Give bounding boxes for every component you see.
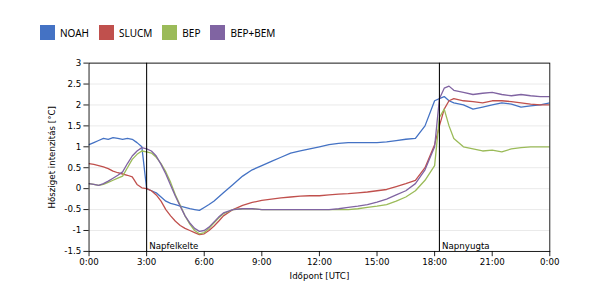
svg-text:6:00: 6:00: [195, 257, 214, 267]
svg-text:3: 3: [76, 58, 82, 68]
svg-text:0: 0: [76, 183, 82, 193]
svg-text:Napnyugta: Napnyugta: [442, 241, 490, 251]
svg-text:-1.5: -1.5: [64, 246, 81, 256]
svg-text:Hősziget intenzitás [°C]: Hősziget intenzitás [°C]: [47, 106, 57, 208]
svg-text:2.5: 2.5: [67, 79, 81, 89]
html-text:NOAH: NOAH: [60, 25, 89, 40]
svg-text:21:00: 21:00: [480, 257, 505, 267]
svg-text:Napfelkelte: Napfelkelte: [149, 241, 198, 251]
html-text:BEP+BEM: BEP+BEM: [230, 25, 276, 40]
svg-text:0.5: 0.5: [67, 162, 81, 172]
svg-text:Időpont [UTC]: Időpont [UTC]: [290, 271, 350, 281]
html-text:SLUCM: SLUCM: [119, 25, 153, 40]
svg-text:18:00: 18:00: [422, 257, 447, 267]
svg-text:-0.5: -0.5: [64, 204, 81, 214]
svg-text:12:00: 12:00: [307, 257, 332, 267]
html-text:BEP: BEP: [182, 25, 201, 40]
svg-text:0:00: 0:00: [79, 257, 98, 267]
svg-text:0:00: 0:00: [540, 257, 559, 267]
svg-text:-1: -1: [73, 225, 82, 235]
svg-text:2: 2: [76, 100, 82, 110]
svg-text:3:00: 3:00: [137, 257, 156, 267]
svg-text:15:00: 15:00: [365, 257, 390, 267]
svg-text:1.5: 1.5: [67, 121, 81, 131]
svg-text:1: 1: [76, 142, 82, 152]
svg-text:9:00: 9:00: [252, 257, 271, 267]
